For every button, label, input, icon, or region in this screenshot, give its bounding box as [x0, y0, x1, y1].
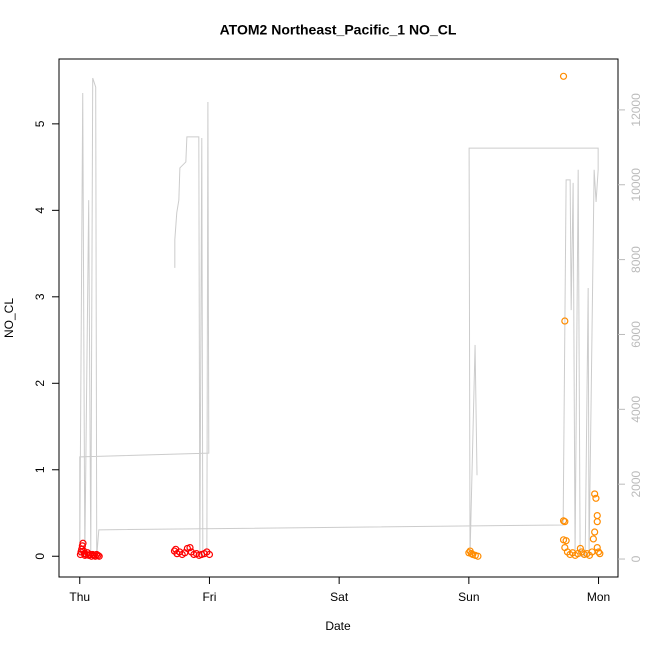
y-tick-label: 5: [33, 120, 47, 127]
data-point: [561, 518, 569, 526]
data-point: [589, 535, 597, 543]
data-point: [596, 550, 604, 558]
x-tick-label: Fri: [202, 590, 216, 604]
x-tick-label: Sat: [330, 590, 349, 604]
y2-tick-label: 10000: [629, 168, 643, 202]
y2-tick-label: 2000: [629, 471, 643, 498]
data-point: [591, 490, 599, 498]
data-point: [559, 517, 568, 525]
data-point: [186, 543, 194, 552]
chart-title: ATOM2 Northeast_Pacific_1 NO_CL: [220, 22, 457, 38]
y2-tick-label: 12000: [629, 93, 643, 127]
plot-box: [58, 58, 619, 578]
y-tick-label: 0: [33, 553, 47, 560]
data-point: [79, 539, 87, 547]
data-point: [474, 552, 482, 560]
x-tick-label: Thu: [69, 590, 90, 604]
data-point: [561, 317, 569, 325]
y-axis-label: NO_CL: [2, 298, 16, 338]
data-point: [576, 544, 584, 553]
x-axis-label: Date: [325, 619, 351, 633]
data-point: [94, 551, 102, 559]
data-point: [559, 72, 568, 80]
y-tick-label: 4: [33, 207, 47, 214]
data-point: [594, 548, 603, 556]
y2-tick-label: 8000: [629, 246, 643, 273]
data-point: [562, 537, 570, 545]
data-point: [205, 550, 214, 559]
data-point: [592, 494, 600, 502]
data-point: [593, 518, 601, 526]
x-tick-label: Sun: [458, 590, 479, 604]
data-point: [467, 550, 476, 558]
y-tick-label: 2: [33, 380, 47, 387]
y2-tick-label: 0: [629, 555, 643, 562]
data-point: [591, 528, 599, 536]
x-tick-label: Mon: [587, 590, 610, 604]
altitude-line: [79, 77, 599, 557]
y-tick-label: 1: [33, 466, 47, 473]
data-point: [95, 552, 103, 560]
y-tick-label: 3: [33, 293, 47, 300]
y2-tick-label: 4000: [629, 396, 643, 423]
y2-tick-label: 6000: [629, 321, 643, 348]
data-point: [593, 543, 601, 552]
